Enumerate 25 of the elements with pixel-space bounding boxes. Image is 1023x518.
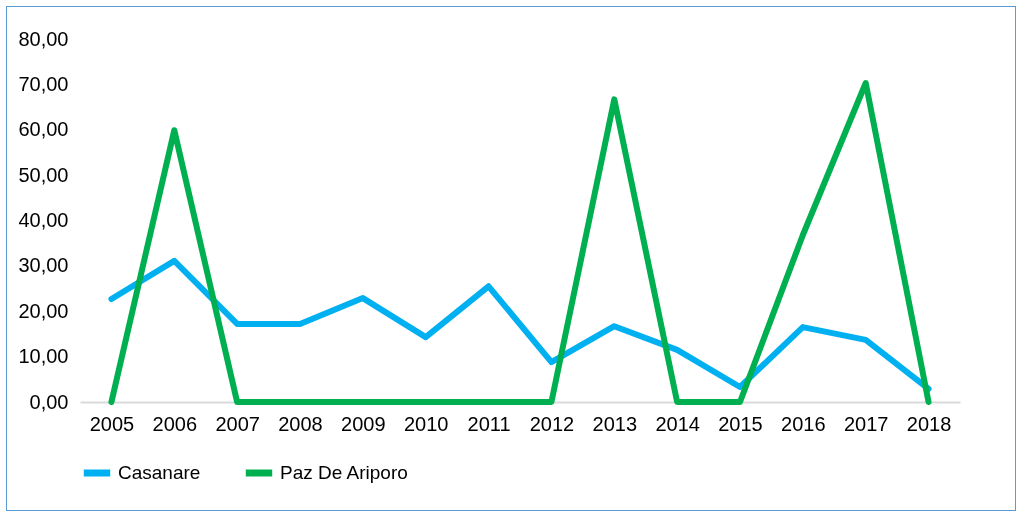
y-tick-label: 60,00: [18, 118, 69, 141]
y-tick-label: 70,00: [18, 72, 69, 95]
x-tick-label: 2006: [152, 412, 198, 435]
x-tick-label: 2016: [781, 412, 826, 435]
x-tick-label: 2018: [906, 412, 952, 435]
x-tick-label: 2009: [341, 412, 386, 435]
legend-label: Casanare: [118, 462, 201, 483]
x-tick-label: 2015: [718, 412, 763, 435]
y-tick-label: 10,00: [18, 345, 69, 368]
y-tick-label: 80,00: [18, 27, 69, 50]
y-tick-label: 50,00: [18, 163, 69, 186]
x-tick-label: 2007: [215, 412, 260, 435]
y-tick-label: 40,00: [18, 209, 69, 231]
legend-label: Paz De Ariporo: [280, 462, 408, 483]
x-tick-label: 2011: [467, 412, 511, 435]
x-tick-label: 2008: [278, 412, 323, 435]
y-tick-label: 30,00: [18, 254, 69, 277]
x-tick-label: 2005: [89, 412, 135, 435]
y-tick-label: 0,00: [29, 390, 69, 413]
y-tick-label: 20,00: [18, 299, 69, 322]
x-tick-label: 2010: [403, 412, 449, 435]
x-tick-label: 2014: [655, 412, 700, 435]
x-tick-label: 2012: [529, 412, 575, 435]
x-tick-label: 2017: [843, 412, 889, 435]
x-tick-label: 2013: [592, 412, 638, 435]
